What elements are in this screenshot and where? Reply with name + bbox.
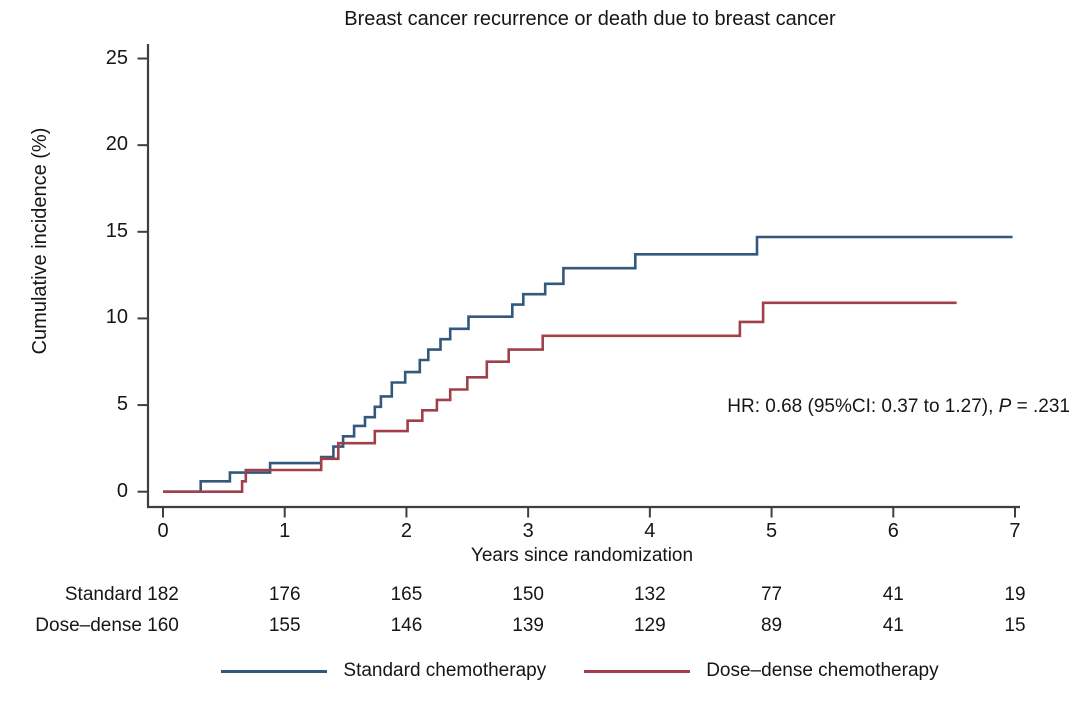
risk-count: 132 — [633, 584, 666, 605]
series-curve-dose-dense — [163, 301, 957, 493]
risk-count: 146 — [390, 615, 423, 636]
legend-label: Dose–dense chemotherapy — [706, 660, 939, 681]
hr-annotation-text: HR: 0.68 (95%CI: 0.37 to 1.27), — [727, 396, 999, 417]
axis-frame — [146, 44, 1020, 509]
legend-line-swatch — [221, 669, 328, 673]
y-tick-label: 15 — [105, 219, 128, 242]
risk-row-label: Standard — [64, 584, 142, 605]
x-tick-label: 4 — [644, 520, 656, 542]
legend: Standard chemotherapy Dose–dense chemothe… — [120, 660, 1040, 682]
y-tick-label: 20 — [105, 133, 128, 156]
x-tick-label: 2 — [400, 520, 412, 542]
risk-count: 176 — [268, 584, 301, 605]
risk-count: 165 — [390, 584, 423, 605]
risk-count: 77 — [760, 584, 783, 605]
y-tick-label: 25 — [105, 46, 128, 69]
hr-annotation-p: P — [998, 396, 1012, 417]
hr-annotation-suffix: = .231 — [1011, 396, 1070, 417]
y-axis-title: Cumulative incidence (%) — [29, 127, 51, 355]
x-axis-title: Years since randomization — [470, 545, 694, 566]
x-tick-label: 3 — [522, 520, 534, 542]
risk-count: 139 — [512, 615, 544, 636]
risk-count: 89 — [760, 615, 783, 636]
legend-line-swatch — [584, 669, 691, 673]
x-tick-label: 1 — [279, 520, 291, 542]
risk-row-label: Dose–dense — [35, 615, 142, 636]
risk-count: 15 — [1004, 615, 1026, 636]
risk-count: 155 — [268, 615, 301, 636]
legend-item: Dose–dense chemotherapy — [584, 660, 939, 682]
legend-label: Standard chemotherapy — [343, 660, 547, 681]
risk-count: 19 — [1004, 584, 1026, 605]
x-tick-label: 7 — [1009, 520, 1021, 542]
risk-count: 150 — [512, 584, 544, 605]
x-tick-label: 5 — [766, 520, 778, 542]
y-tick-label: 10 — [105, 306, 128, 329]
legend-item: Standard chemotherapy — [221, 660, 546, 682]
x-tick-label: 6 — [887, 520, 899, 542]
risk-count: 129 — [633, 615, 666, 636]
y-tick-label: 0 — [116, 479, 128, 502]
x-tick-label: 0 — [157, 520, 169, 542]
y-tick-label: 5 — [116, 393, 128, 416]
risk-count: 182 — [147, 584, 179, 605]
risk-count: 41 — [882, 584, 904, 605]
chart-title: Breast cancer recurrence or death due to… — [344, 8, 836, 30]
risk-count: 41 — [882, 615, 904, 636]
hr-annotation: HR: 0.68 (95%CI: 0.37 to 1.27), P = .231 — [727, 396, 1070, 418]
series-curve-standard — [163, 235, 1013, 493]
risk-count: 160 — [147, 615, 179, 636]
